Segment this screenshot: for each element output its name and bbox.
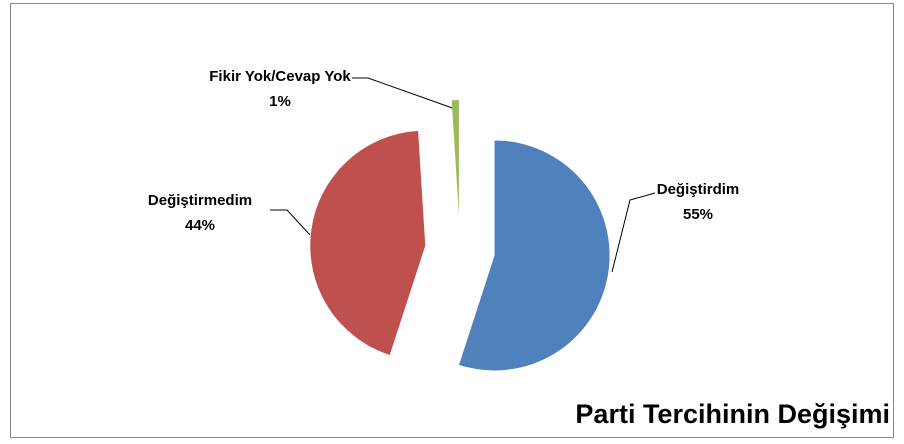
pie-slice <box>451 100 459 216</box>
slice-value: 1% <box>269 93 291 110</box>
chart-border <box>10 3 894 438</box>
slice-name: Fikir Yok/Cevap Yok <box>209 68 351 85</box>
pie-slice <box>459 140 610 371</box>
leader-line <box>352 77 459 111</box>
leader-line <box>611 192 656 273</box>
slice-name: Değiştirdim <box>656 181 740 198</box>
data-label: Değiştirdim 55% <box>630 177 766 227</box>
data-label: Değiştirmedim 44% <box>120 188 280 238</box>
chart-title: Parti Tercihinin Değişimi <box>575 399 890 429</box>
slice-value: 55% <box>682 206 714 223</box>
pie-slice <box>310 130 426 355</box>
data-label: Fikir Yok/Cevap Yok 1% <box>198 64 362 114</box>
slice-name: Değiştirmedim <box>147 192 253 209</box>
slice-value: 44% <box>184 217 216 234</box>
leader-line <box>270 209 311 236</box>
